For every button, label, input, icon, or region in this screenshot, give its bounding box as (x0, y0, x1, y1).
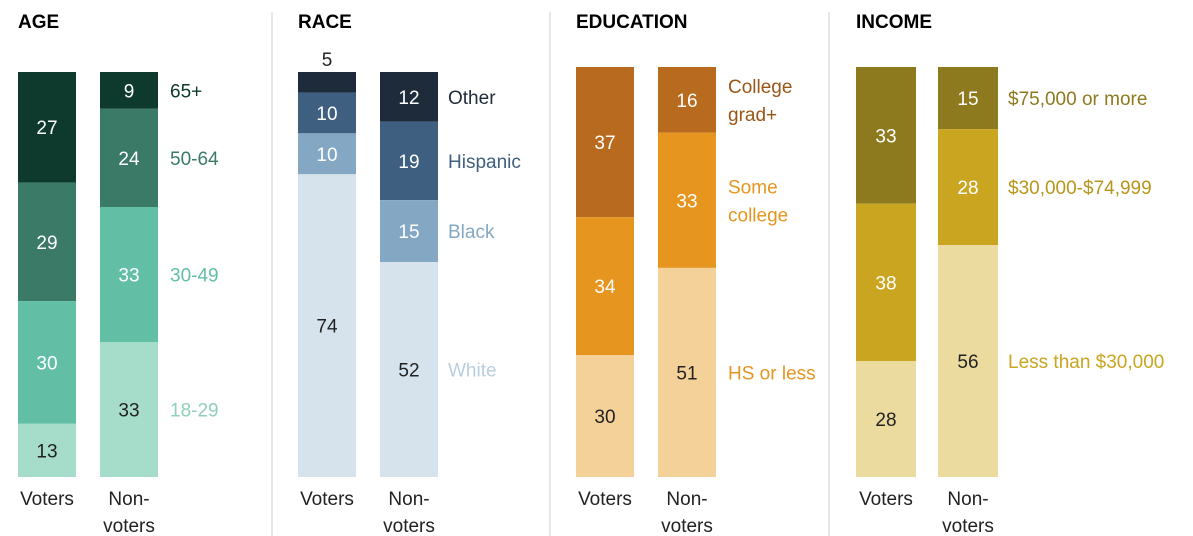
value-label: 27 (36, 118, 57, 139)
legend-label-75-000-or-more: $75,000 or more (1008, 89, 1147, 110)
value-label: 52 (398, 361, 419, 382)
value-label: 74 (316, 317, 338, 338)
bar-segment-race-voters-other (298, 72, 356, 93)
bar-segment-race-non-voters-white (380, 262, 438, 477)
value-label: 56 (957, 352, 978, 373)
bar-segment-education-voters-hs-or-less (576, 355, 634, 477)
bar-segment-age-non-voters-50-64 (100, 108, 158, 207)
bar-segment-age-voters-50-64 (18, 182, 76, 302)
category-label-voters: Voters (859, 489, 913, 510)
value-label: 51 (676, 363, 697, 384)
value-label: 30 (36, 353, 57, 374)
bar-segment-income-non-voters-less-than-30-000 (938, 245, 998, 477)
bar-segment-age-non-voters-30-49 (100, 207, 158, 342)
value-label: 12 (398, 88, 419, 109)
bar-segment-income-voters-75-000-or-more (856, 67, 916, 204)
value-label: 37 (594, 133, 615, 154)
bar-segment-income-non-voters-75-000-or-more (938, 67, 998, 130)
bar-segment-age-voters-65 (18, 72, 76, 183)
value-label: 33 (875, 126, 896, 147)
legend-label-hispanic: Hispanic (448, 152, 521, 173)
value-label: 24 (118, 149, 140, 170)
panel-race: RACE 5 10 10 74 Voters 12 19 15 52 Non-voters Other… (298, 12, 521, 536)
panel-title: AGE (18, 12, 59, 33)
category-label-voters: Voters (300, 489, 354, 510)
bar-segment-income-voters-less-than-30-000 (856, 361, 916, 477)
value-label: 15 (957, 89, 978, 110)
category-label-non-voters: Non-voters (383, 489, 435, 536)
category-label-voters: Voters (578, 489, 632, 510)
bar-segment-race-non-voters-black (380, 200, 438, 263)
bar-segment-race-non-voters-other (380, 72, 438, 122)
value-label: 10 (316, 145, 337, 166)
bar-segment-age-non-voters-65 (100, 72, 158, 109)
bar-segment-education-non-voters-hs-or-less (658, 267, 716, 477)
panel-education: EDUCATION 37 34 30 Voters 16 33 51 Non-voters Col… (576, 12, 816, 536)
value-label: 9 (124, 81, 135, 102)
bar-segment-income-voters-30-000-74-999 (856, 203, 916, 362)
category-label-non-voters: Non-voters (661, 489, 713, 536)
legend-label-college-grad: College grad+ (728, 77, 792, 126)
category-label-non-voters: Non-voters (942, 489, 994, 536)
legend-label-30-000-74-999: $30,000-$74,999 (1008, 178, 1152, 199)
legend-label-65: 65+ (170, 81, 202, 102)
bar-segment-race-voters-white (298, 174, 356, 478)
category-label-voters: Voters (20, 489, 74, 510)
value-label: 16 (676, 91, 697, 112)
legend-label-18-29: 18-29 (170, 401, 219, 422)
value-label: 5 (322, 50, 333, 71)
value-label: 33 (676, 191, 697, 212)
legend-label-hs-or-less: HS or less (728, 363, 816, 384)
category-label-non-voters: Non-voters (103, 489, 155, 536)
legend-label-white: White (448, 361, 497, 382)
value-label: 10 (316, 104, 337, 125)
panel-income: INCOME 33 38 28 Voters 15 28 56 Non-voters $75,00… (856, 12, 1164, 536)
value-label: 34 (594, 277, 616, 298)
value-label: 30 (594, 407, 615, 428)
panel-title: INCOME (856, 12, 932, 33)
value-label: 33 (118, 266, 139, 287)
bar-segment-race-voters-hispanic (298, 92, 356, 134)
value-label: 13 (36, 441, 57, 462)
bar-segment-race-non-voters-hispanic (380, 121, 438, 201)
value-label: 28 (875, 410, 896, 431)
legend-label-30-49: 30-49 (170, 266, 219, 287)
legend-label-other: Other (448, 88, 496, 109)
value-label: 38 (875, 273, 896, 294)
value-label: 33 (118, 401, 139, 422)
value-label: 15 (398, 222, 419, 243)
legend-label-black: Black (448, 222, 495, 243)
legend-label-50-64: 50-64 (170, 149, 219, 170)
value-label: 29 (36, 233, 57, 254)
legend-label-some-college: Some college (728, 177, 788, 226)
value-label: 28 (957, 178, 978, 199)
bar-segment-education-non-voters-some-college (658, 132, 716, 268)
bar-segment-education-voters-some-college (576, 217, 634, 356)
panel-age: AGE 27 29 30 13 Voters 9 24 33 33 Non-voters 65+ 50-… (18, 12, 219, 536)
bar-segment-income-non-voters-30-000-74-999 (938, 129, 998, 246)
bar-segment-age-voters-18-29 (18, 423, 76, 477)
panel-title: RACE (298, 12, 352, 33)
value-label: 19 (398, 152, 419, 173)
panel-title: EDUCATION (576, 12, 688, 33)
bar-segment-age-voters-30-49 (18, 301, 76, 424)
bar-segment-education-non-voters-college-grad (658, 67, 716, 133)
bar-segment-education-voters-college-grad (576, 67, 634, 218)
legend-label-less-than-30-000: Less than $30,000 (1008, 352, 1164, 373)
bar-segment-age-non-voters-18-29 (100, 342, 158, 477)
bar-segment-race-voters-black (298, 133, 356, 175)
